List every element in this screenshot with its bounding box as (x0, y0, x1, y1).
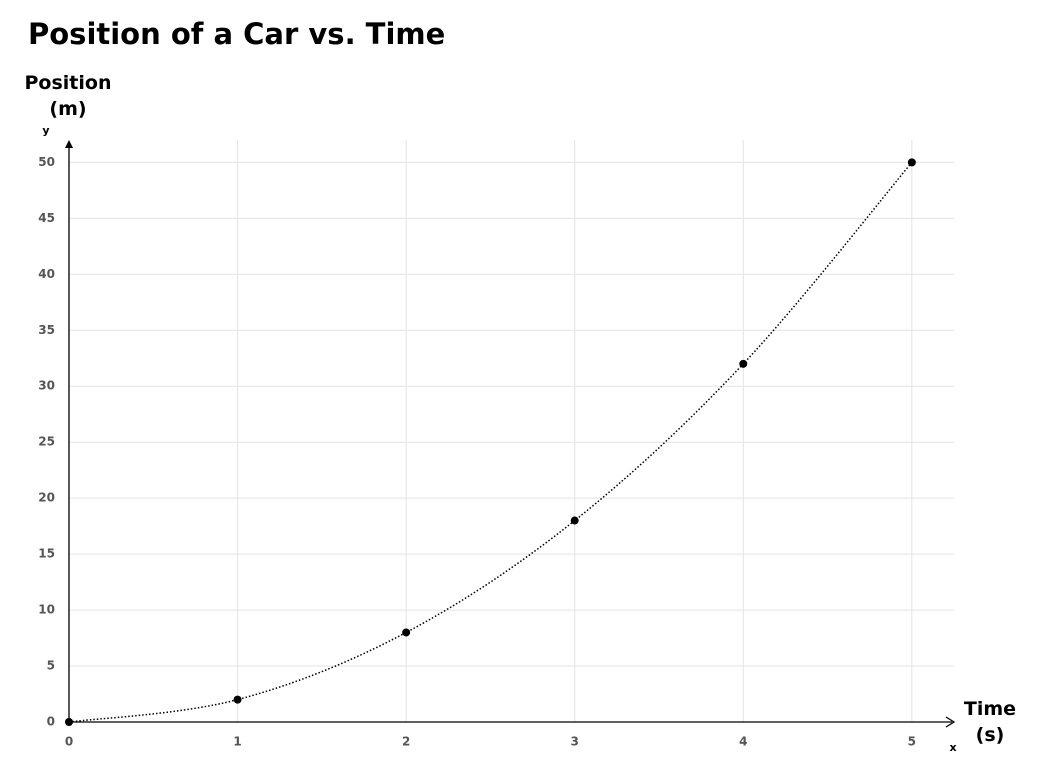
x-axis-label: Time (s) (963, 698, 1017, 746)
y-tick-label: 10 (38, 603, 55, 617)
chart-title: Position of a Car vs. Time (28, 17, 445, 51)
x-tick-label: 2 (402, 735, 410, 749)
x-tick-label: 5 (908, 735, 916, 749)
data-point (233, 695, 242, 704)
y-tick-label: 25 (38, 435, 55, 449)
data-point (65, 718, 73, 726)
y-tick-label: 35 (38, 323, 55, 337)
data-point (570, 516, 579, 525)
x-tick-label: 1 (233, 735, 241, 749)
x-axis-symbol: x (949, 741, 956, 754)
x-axis-label-box: Time (s) (963, 698, 1017, 746)
data-point (739, 359, 748, 368)
x-tick-label: 3 (571, 735, 579, 749)
x-axis-arrow (945, 716, 956, 728)
y-tick-label: 45 (38, 211, 55, 225)
y-tick-label: 15 (38, 547, 55, 561)
y-tick-label: 50 (38, 155, 55, 169)
data-point (907, 158, 916, 167)
y-axis-symbol: y (42, 124, 49, 137)
y-tick-label: 20 (38, 491, 55, 505)
y-axis-label-box: Position (m) (24, 72, 112, 120)
y-axis-arrow (65, 140, 73, 148)
trend-curve (68, 161, 913, 723)
y-tick-label: 0 (47, 715, 55, 729)
y-tick-label: 5 (47, 659, 55, 673)
data-point (402, 628, 411, 637)
y-tick-label: 30 (38, 379, 55, 393)
x-tick-label: 0 (65, 735, 73, 749)
y-tick-label: 40 (38, 267, 55, 281)
y-axis-label: Position (m) (24, 72, 112, 120)
x-tick-label: 4 (739, 735, 747, 749)
